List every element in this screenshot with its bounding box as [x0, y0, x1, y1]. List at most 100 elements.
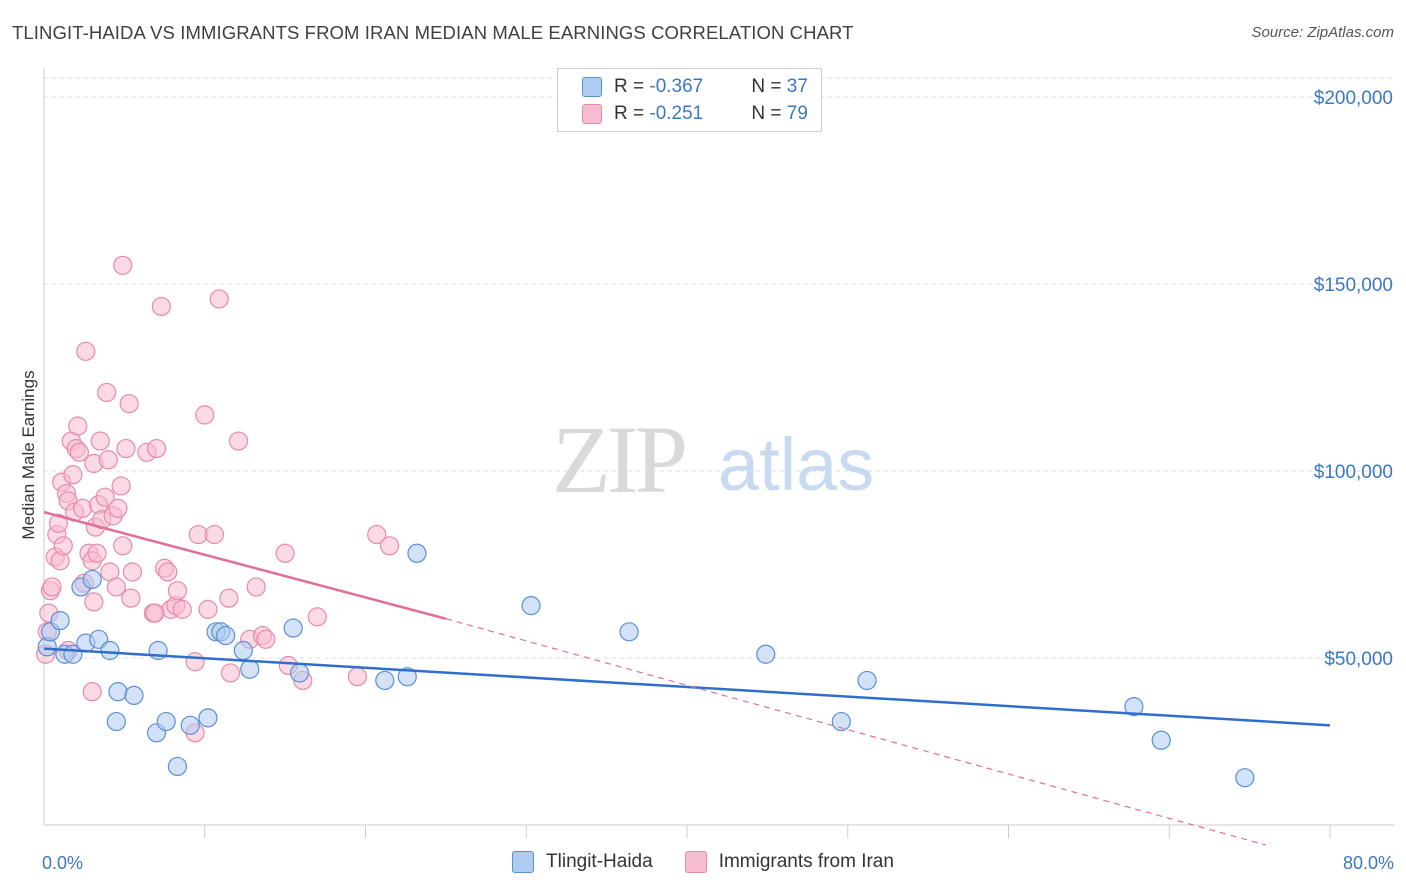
data-point: [219, 588, 239, 608]
data-point: [84, 592, 104, 612]
data-point: [68, 416, 88, 436]
legend-r-label: R =: [614, 103, 650, 124]
data-point: [124, 685, 144, 706]
y-tick-label: $150,000: [1314, 275, 1393, 296]
data-point: [156, 711, 176, 732]
data-point: [1151, 730, 1171, 750]
series-tlingit-haida: [37, 543, 1255, 788]
data-point: [228, 431, 249, 451]
source-label: Source: ZipAtlas.com: [1251, 24, 1394, 41]
data-point: [72, 498, 93, 518]
legend-label-immigrants-from-iran: Immigrants from Iran: [718, 851, 894, 872]
data-point: [111, 476, 131, 496]
data-point: [216, 625, 236, 646]
data-point: [106, 577, 126, 597]
legend-swatch-blue: [582, 77, 602, 97]
data-point: [69, 442, 89, 462]
legend-row-immigrants-from-iran: R = -0.251 N = 79: [582, 102, 808, 126]
data-point: [82, 569, 102, 590]
legend-swatch-pink: [582, 104, 602, 124]
data-point: [407, 543, 427, 563]
data-point: [204, 524, 224, 545]
data-point: [857, 670, 877, 691]
data-point: [198, 708, 218, 728]
data-point: [347, 667, 368, 687]
data-point: [63, 465, 83, 485]
data-point: [87, 543, 107, 563]
data-point: [113, 536, 133, 556]
data-point: [113, 255, 133, 275]
data-point: [82, 682, 102, 702]
data-point: [256, 629, 276, 649]
legend-r-label: R =: [614, 76, 650, 97]
data-point: [195, 405, 215, 425]
data-point: [246, 577, 266, 597]
data-point: [98, 450, 118, 470]
data-point: [185, 652, 205, 672]
data-point: [289, 663, 310, 683]
data-point: [158, 562, 178, 582]
data-point: [180, 715, 200, 735]
data-point: [1124, 697, 1144, 717]
legend-r-value: -0.367: [649, 76, 704, 97]
trendlines: [43, 510, 1331, 846]
y-tick-label: $200,000: [1314, 88, 1393, 109]
data-point: [106, 711, 126, 732]
trendline-extension-immigrants-from-iran: [445, 618, 1266, 846]
data-point: [375, 670, 395, 691]
y-tick-label: $50,000: [1324, 649, 1393, 670]
legend-item-immigrants-from-iran: Immigrants from Iran: [684, 851, 894, 873]
data-point: [240, 659, 260, 679]
series-legend: Tlingit-Haida Immigrants from Iran: [0, 851, 1406, 873]
data-point: [283, 618, 303, 638]
data-point: [122, 562, 143, 582]
data-point: [116, 438, 136, 459]
watermark-zip: ZIP: [552, 406, 685, 513]
y-tick-labels: $50,000 $100,000 $150,000 $200,000: [1314, 88, 1393, 670]
data-point: [97, 382, 117, 403]
x-tick-labels: 0.0% 80.0%: [42, 853, 1394, 873]
y-tick-label: $100,000: [1314, 462, 1393, 483]
data-point: [756, 644, 776, 664]
data-point: [831, 711, 851, 732]
gridlines: [44, 77, 1394, 659]
series-immigrants-from-iran: [36, 255, 400, 743]
data-point: [121, 588, 141, 608]
data-point: [167, 756, 188, 777]
data-point: [119, 394, 139, 414]
legend-n-label: N =: [751, 76, 787, 97]
data-point: [172, 599, 192, 619]
data-point: [619, 622, 639, 642]
data-point: [397, 667, 417, 687]
data-point: [90, 431, 110, 451]
data-point: [1235, 768, 1255, 788]
data-point: [167, 581, 188, 601]
data-point: [367, 524, 387, 545]
legend-item-tlingit-haida: Tlingit-Haida: [512, 851, 653, 873]
legend-row-tlingit-haida: R = -0.367 N = 37: [582, 75, 808, 99]
data-point: [100, 640, 120, 661]
data-point: [198, 599, 218, 619]
legend-swatch-pink: [684, 851, 707, 873]
legend-swatch-blue: [512, 851, 535, 873]
x-tick-marks: [204, 825, 1331, 838]
trendline-tlingit-haida: [43, 647, 1331, 727]
data-point: [145, 603, 165, 623]
data-point: [108, 682, 128, 702]
x-tick-label: 0.0%: [42, 853, 83, 873]
data-point: [108, 498, 128, 518]
legend-r-value: -0.251: [649, 103, 704, 124]
data-point: [220, 663, 241, 683]
chart-title: TLINGIT-HAIDA VS IMMIGRANTS FROM IRAN ME…: [12, 22, 854, 43]
trendline-immigrants-from-iran: [43, 510, 447, 620]
x-tick-label: 80.0%: [1343, 853, 1394, 873]
data-point: [209, 289, 229, 309]
data-point: [42, 577, 62, 597]
data-point: [380, 536, 400, 556]
data-point: [95, 487, 115, 507]
data-point: [307, 607, 327, 627]
data-point: [521, 596, 541, 616]
data-point: [48, 513, 69, 533]
data-point: [151, 296, 171, 317]
legend-n-value: 79: [786, 103, 808, 124]
